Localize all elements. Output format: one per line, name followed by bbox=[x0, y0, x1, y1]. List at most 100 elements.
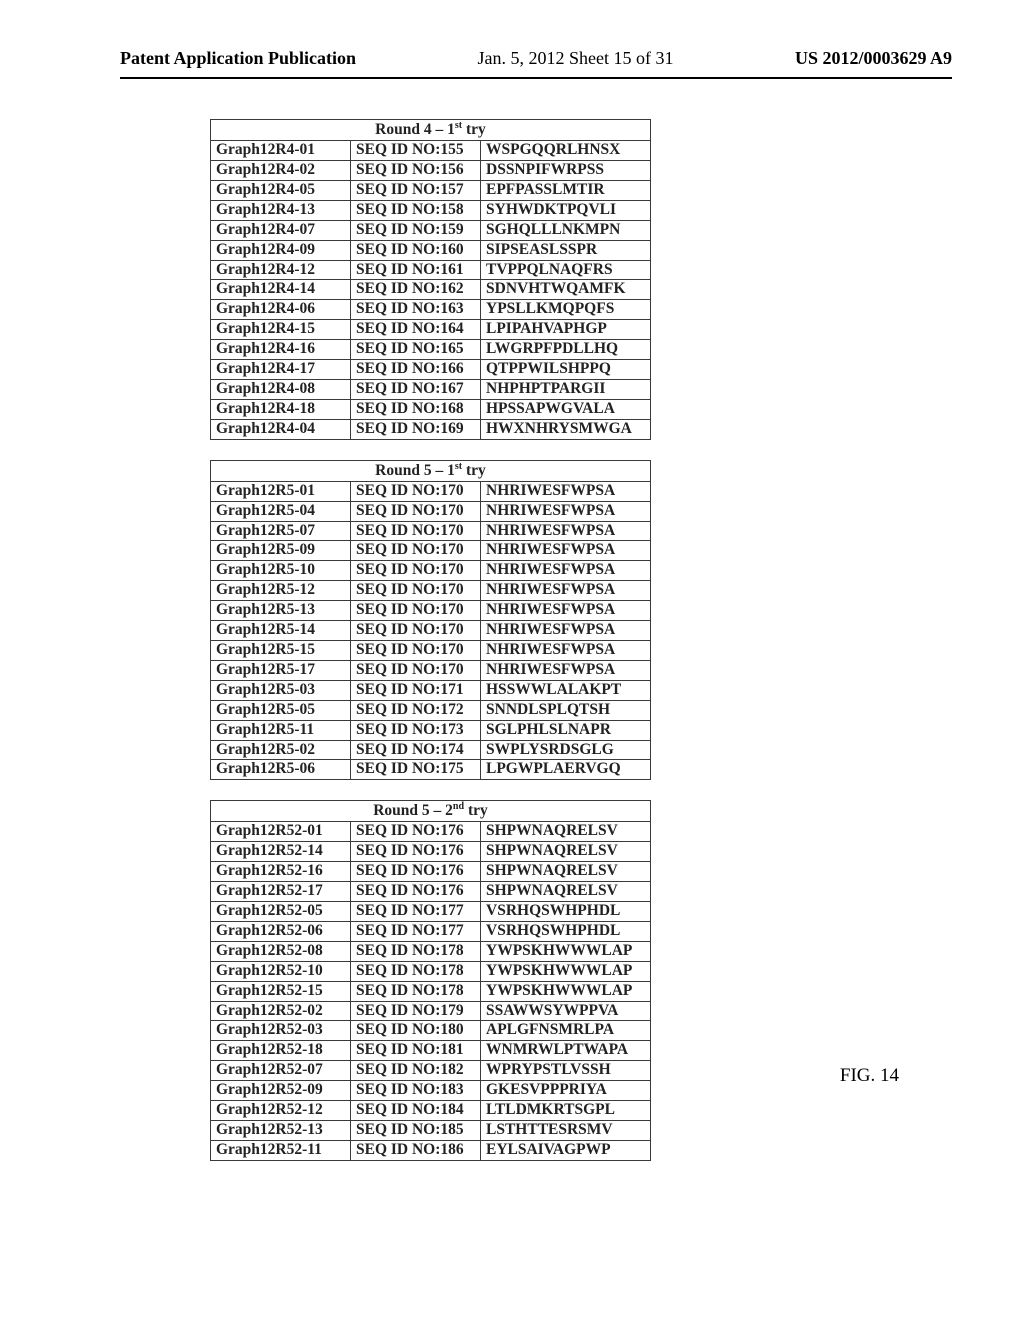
table-row: Graph12R52-18SEQ ID NO:181WNMRWLPTWAPA bbox=[211, 1041, 651, 1061]
table-title-suffix: try bbox=[462, 462, 486, 479]
sequence-cell: DSSNPIFWRPSS bbox=[481, 160, 651, 180]
table-row: Graph12R4-18SEQ ID NO:168HPSSAPWGVALA bbox=[211, 399, 651, 419]
seq-id-cell: SEQ ID NO:162 bbox=[351, 280, 481, 300]
sample-id-cell: Graph12R5-04 bbox=[211, 501, 351, 521]
table-row: Graph12R4-09SEQ ID NO:160SIPSEASLSSPR bbox=[211, 240, 651, 260]
sample-id-cell: Graph12R5-02 bbox=[211, 740, 351, 760]
table-row: Graph12R5-10SEQ ID NO:170NHRIWESFWPSA bbox=[211, 561, 651, 581]
table-title: Round 4 – 1st try bbox=[211, 120, 651, 141]
sequence-cell: NHRIWESFWPSA bbox=[481, 581, 651, 601]
sequence-cell: SYHWDKTPQVLI bbox=[481, 200, 651, 220]
header-date: Jan. 5, 2012 Sheet 15 of 31 bbox=[478, 48, 674, 69]
sequence-cell: WNMRWLPTWAPA bbox=[481, 1041, 651, 1061]
table-row: Graph12R4-05SEQ ID NO:157EPFPASSLMTIR bbox=[211, 180, 651, 200]
table-row: Graph12R52-15SEQ ID NO:178YWPSKHWWWLAP bbox=[211, 981, 651, 1001]
seq-id-cell: SEQ ID NO:186 bbox=[351, 1140, 481, 1160]
table-title-prefix: Round 5 – 2 bbox=[373, 802, 453, 819]
sample-id-cell: Graph12R5-15 bbox=[211, 640, 351, 660]
sample-id-cell: Graph12R52-13 bbox=[211, 1120, 351, 1140]
sample-id-cell: Graph12R52-05 bbox=[211, 902, 351, 922]
table-row: Graph12R52-01SEQ ID NO:176SHPWNAQRELSV bbox=[211, 822, 651, 842]
sequence-cell: WPRYPSTLVSSH bbox=[481, 1061, 651, 1081]
sequence-cell: HSSWWLALAKPT bbox=[481, 680, 651, 700]
table-row: Graph12R4-17SEQ ID NO:166QTPPWILSHPPQ bbox=[211, 360, 651, 380]
sample-id-cell: Graph12R5-01 bbox=[211, 481, 351, 501]
seq-id-cell: SEQ ID NO:178 bbox=[351, 941, 481, 961]
seq-id-cell: SEQ ID NO:180 bbox=[351, 1021, 481, 1041]
sequence-cell: SGHQLLLNKMPN bbox=[481, 220, 651, 240]
sequence-cell: SWPLYSRDSGLG bbox=[481, 740, 651, 760]
sample-id-cell: Graph12R52-03 bbox=[211, 1021, 351, 1041]
sample-id-cell: Graph12R4-08 bbox=[211, 379, 351, 399]
table-row: Graph12R52-11SEQ ID NO:186EYLSAIVAGPWP bbox=[211, 1140, 651, 1160]
table-row: Graph12R4-13SEQ ID NO:158SYHWDKTPQVLI bbox=[211, 200, 651, 220]
sequence-cell: APLGFNSMRLPA bbox=[481, 1021, 651, 1041]
sample-id-cell: Graph12R52-01 bbox=[211, 822, 351, 842]
figure-label: FIG. 14 bbox=[840, 1065, 899, 1087]
seq-id-cell: SEQ ID NO:178 bbox=[351, 961, 481, 981]
table-row: Graph12R52-12SEQ ID NO:184LTLDMKRTSGPL bbox=[211, 1101, 651, 1121]
seq-id-cell: SEQ ID NO:170 bbox=[351, 601, 481, 621]
seq-id-cell: SEQ ID NO:174 bbox=[351, 740, 481, 760]
table-row: Graph12R52-08SEQ ID NO:178YWPSKHWWWLAP bbox=[211, 941, 651, 961]
table-row: Graph12R5-07SEQ ID NO:170NHRIWESFWPSA bbox=[211, 521, 651, 541]
table-row: Graph12R4-01SEQ ID NO:155WSPGQQRLHNSX bbox=[211, 141, 651, 161]
seq-id-cell: SEQ ID NO:183 bbox=[351, 1081, 481, 1101]
seq-id-cell: SEQ ID NO:159 bbox=[351, 220, 481, 240]
seq-id-cell: SEQ ID NO:170 bbox=[351, 501, 481, 521]
table-title-suffix: try bbox=[462, 121, 486, 138]
table-row: Graph12R5-05SEQ ID NO:172SNNDLSPLQTSH bbox=[211, 700, 651, 720]
sequence-cell: SHPWNAQRELSV bbox=[481, 842, 651, 862]
sequence-cell: NHRIWESFWPSA bbox=[481, 501, 651, 521]
sequence-cell: NHRIWESFWPSA bbox=[481, 561, 651, 581]
sample-id-cell: Graph12R52-16 bbox=[211, 862, 351, 882]
seq-id-cell: SEQ ID NO:170 bbox=[351, 521, 481, 541]
seq-id-cell: SEQ ID NO:160 bbox=[351, 240, 481, 260]
sample-id-cell: Graph12R5-09 bbox=[211, 541, 351, 561]
sample-id-cell: Graph12R4-06 bbox=[211, 300, 351, 320]
table-row: Graph12R5-14SEQ ID NO:170NHRIWESFWPSA bbox=[211, 621, 651, 641]
sequence-cell: GKESVPPPRIYA bbox=[481, 1081, 651, 1101]
sequence-cell: SHPWNAQRELSV bbox=[481, 822, 651, 842]
sequence-cell: WSPGQQRLHNSX bbox=[481, 141, 651, 161]
sample-id-cell: Graph12R4-15 bbox=[211, 320, 351, 340]
sequence-cell: NHRIWESFWPSA bbox=[481, 481, 651, 501]
seq-id-cell: SEQ ID NO:165 bbox=[351, 340, 481, 360]
sequence-cell: EYLSAIVAGPWP bbox=[481, 1140, 651, 1160]
sample-id-cell: Graph12R5-14 bbox=[211, 621, 351, 641]
sample-id-cell: Graph12R5-10 bbox=[211, 561, 351, 581]
table-row: Graph12R4-14SEQ ID NO:162SDNVHTWQAMFK bbox=[211, 280, 651, 300]
sample-id-cell: Graph12R4-13 bbox=[211, 200, 351, 220]
seq-id-cell: SEQ ID NO:167 bbox=[351, 379, 481, 399]
table-title-prefix: Round 5 – 1 bbox=[375, 462, 455, 479]
sequence-cell: NHRIWESFWPSA bbox=[481, 521, 651, 541]
table-row: Graph12R4-16SEQ ID NO:165LWGRPFPDLLHQ bbox=[211, 340, 651, 360]
sample-id-cell: Graph12R4-18 bbox=[211, 399, 351, 419]
sequence-cell: NHRIWESFWPSA bbox=[481, 541, 651, 561]
seq-id-cell: SEQ ID NO:170 bbox=[351, 561, 481, 581]
seq-id-cell: SEQ ID NO:170 bbox=[351, 481, 481, 501]
table-row: Graph12R5-11SEQ ID NO:173SGLPHLSLNAPR bbox=[211, 720, 651, 740]
seq-id-cell: SEQ ID NO:163 bbox=[351, 300, 481, 320]
table-row: Graph12R4-07SEQ ID NO:159SGHQLLLNKMPN bbox=[211, 220, 651, 240]
sequence-cell: SSAWWSYWPPVA bbox=[481, 1001, 651, 1021]
sample-id-cell: Graph12R52-14 bbox=[211, 842, 351, 862]
seq-id-cell: SEQ ID NO:176 bbox=[351, 882, 481, 902]
sequence-cell: LTLDMKRTSGPL bbox=[481, 1101, 651, 1121]
seq-id-cell: SEQ ID NO:164 bbox=[351, 320, 481, 340]
sample-id-cell: Graph12R4-16 bbox=[211, 340, 351, 360]
table-title: Round 5 – 1st try bbox=[211, 460, 651, 481]
seq-id-cell: SEQ ID NO:169 bbox=[351, 419, 481, 439]
sequence-cell: SHPWNAQRELSV bbox=[481, 882, 651, 902]
seq-id-cell: SEQ ID NO:155 bbox=[351, 141, 481, 161]
table-row: Graph12R52-16SEQ ID NO:176SHPWNAQRELSV bbox=[211, 862, 651, 882]
sample-id-cell: Graph12R5-07 bbox=[211, 521, 351, 541]
sample-id-cell: Graph12R4-02 bbox=[211, 160, 351, 180]
sample-id-cell: Graph12R4-05 bbox=[211, 180, 351, 200]
table-row: Graph12R5-12SEQ ID NO:170NHRIWESFWPSA bbox=[211, 581, 651, 601]
table-row: Graph12R52-07SEQ ID NO:182WPRYPSTLVSSH bbox=[211, 1061, 651, 1081]
seq-id-cell: SEQ ID NO:170 bbox=[351, 640, 481, 660]
seq-id-cell: SEQ ID NO:166 bbox=[351, 360, 481, 380]
header-pub: Patent Application Publication bbox=[120, 48, 356, 69]
sample-id-cell: Graph12R52-08 bbox=[211, 941, 351, 961]
